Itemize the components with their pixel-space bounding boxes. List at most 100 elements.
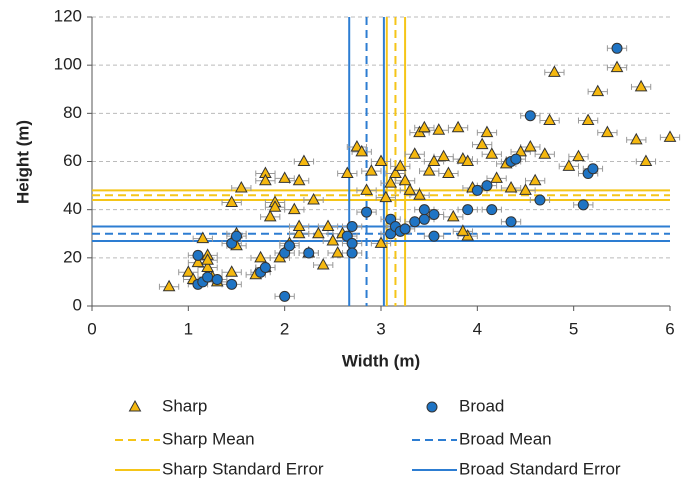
x-tick-label: 3 <box>376 319 385 338</box>
data-point <box>393 159 407 171</box>
data-point <box>418 213 430 225</box>
data-point <box>523 140 537 152</box>
data-point <box>562 159 576 171</box>
legend-label: Broad Mean <box>459 429 552 448</box>
data-point <box>259 261 271 273</box>
x-tick-label: 2 <box>280 319 289 338</box>
data-point <box>259 173 272 186</box>
data-point <box>346 237 358 249</box>
data-point <box>326 233 340 246</box>
data-point <box>471 184 483 196</box>
data-point <box>374 154 388 166</box>
data-point <box>384 176 397 188</box>
legend-label: Sharp Standard Error <box>162 459 324 478</box>
data-point <box>442 166 455 179</box>
data-point <box>543 113 556 126</box>
data-point <box>486 204 498 216</box>
legend-marker <box>128 399 142 412</box>
data-point <box>201 260 214 272</box>
y-tick-label: 40 <box>63 199 82 218</box>
data-point <box>312 226 325 239</box>
data-point <box>629 132 643 145</box>
data-point <box>480 125 494 138</box>
legend-label: Broad <box>459 396 504 415</box>
data-point <box>663 130 677 142</box>
data-point <box>226 278 238 290</box>
data-point <box>254 250 267 263</box>
data-point <box>427 154 441 166</box>
data-point <box>398 173 412 186</box>
data-point <box>534 194 546 206</box>
data-point <box>399 223 411 235</box>
data-point <box>538 147 552 159</box>
data-point <box>225 265 239 277</box>
data-point <box>462 204 474 216</box>
data-point <box>481 180 493 192</box>
data-point <box>202 271 214 283</box>
data-point <box>610 60 624 73</box>
data-point <box>201 253 214 265</box>
data-point <box>528 173 542 186</box>
y-axis-label: Height (m) <box>13 120 32 204</box>
data-point <box>422 164 436 176</box>
data-point <box>446 209 460 222</box>
data-point <box>611 42 623 54</box>
data-point <box>418 204 430 216</box>
data-point <box>639 154 653 166</box>
data-point <box>162 279 176 292</box>
y-tick-label: 120 <box>54 6 82 25</box>
data-point <box>572 149 585 162</box>
legend-label: Sharp Mean <box>162 429 255 448</box>
data-point <box>413 188 426 200</box>
data-point <box>505 216 517 228</box>
data-point <box>321 219 335 232</box>
data-point <box>577 199 589 211</box>
data-point <box>231 230 242 242</box>
data-point <box>192 249 204 261</box>
data-point <box>211 274 223 286</box>
data-point <box>587 163 599 175</box>
data-point <box>418 120 431 133</box>
data-point <box>408 147 422 159</box>
data-point <box>437 149 450 162</box>
data-point <box>428 230 440 242</box>
legend-marker <box>426 401 438 413</box>
data-point <box>581 113 595 126</box>
data-point <box>283 240 295 252</box>
data-point <box>475 137 489 150</box>
data-point <box>634 79 648 92</box>
data-point <box>428 208 440 220</box>
data-point <box>514 144 528 157</box>
data-point <box>379 190 393 203</box>
data-point <box>292 219 306 232</box>
data-point <box>191 255 205 268</box>
y-tick-label: 0 <box>73 295 82 314</box>
x-axis-label: Width (m) <box>342 351 420 370</box>
data-point <box>510 153 522 165</box>
legend-label: Sharp <box>162 396 207 415</box>
data-point <box>389 166 402 179</box>
data-point <box>374 236 388 248</box>
data-point <box>278 171 292 183</box>
data-point <box>490 171 503 183</box>
x-tick-label: 4 <box>473 319 482 338</box>
data-point <box>181 265 195 277</box>
data-point <box>292 226 306 239</box>
data-point <box>519 183 532 195</box>
legend-label: Broad Standard Error <box>459 459 621 478</box>
data-point <box>307 192 320 205</box>
data-point <box>350 140 364 152</box>
data-point <box>268 200 282 212</box>
data-point <box>331 245 344 258</box>
data-point <box>355 144 369 157</box>
data-point <box>263 209 277 222</box>
data-point <box>346 247 358 259</box>
data-point <box>297 154 311 166</box>
x-tick-label: 1 <box>184 319 193 338</box>
data-point <box>409 216 421 228</box>
data-point <box>340 166 354 179</box>
x-tick-label: 5 <box>569 319 578 338</box>
data-point <box>360 183 373 195</box>
data-point <box>504 180 518 193</box>
